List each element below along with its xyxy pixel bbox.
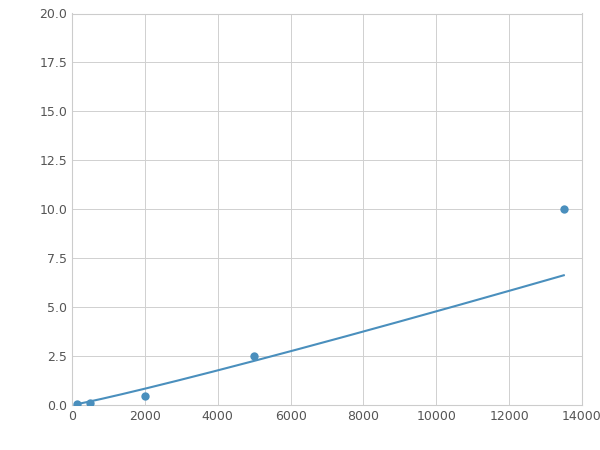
Point [85, 399, 95, 406]
Point [140, 392, 149, 400]
Point [250, 352, 259, 360]
Point [72, 400, 82, 407]
Point [559, 206, 569, 213]
